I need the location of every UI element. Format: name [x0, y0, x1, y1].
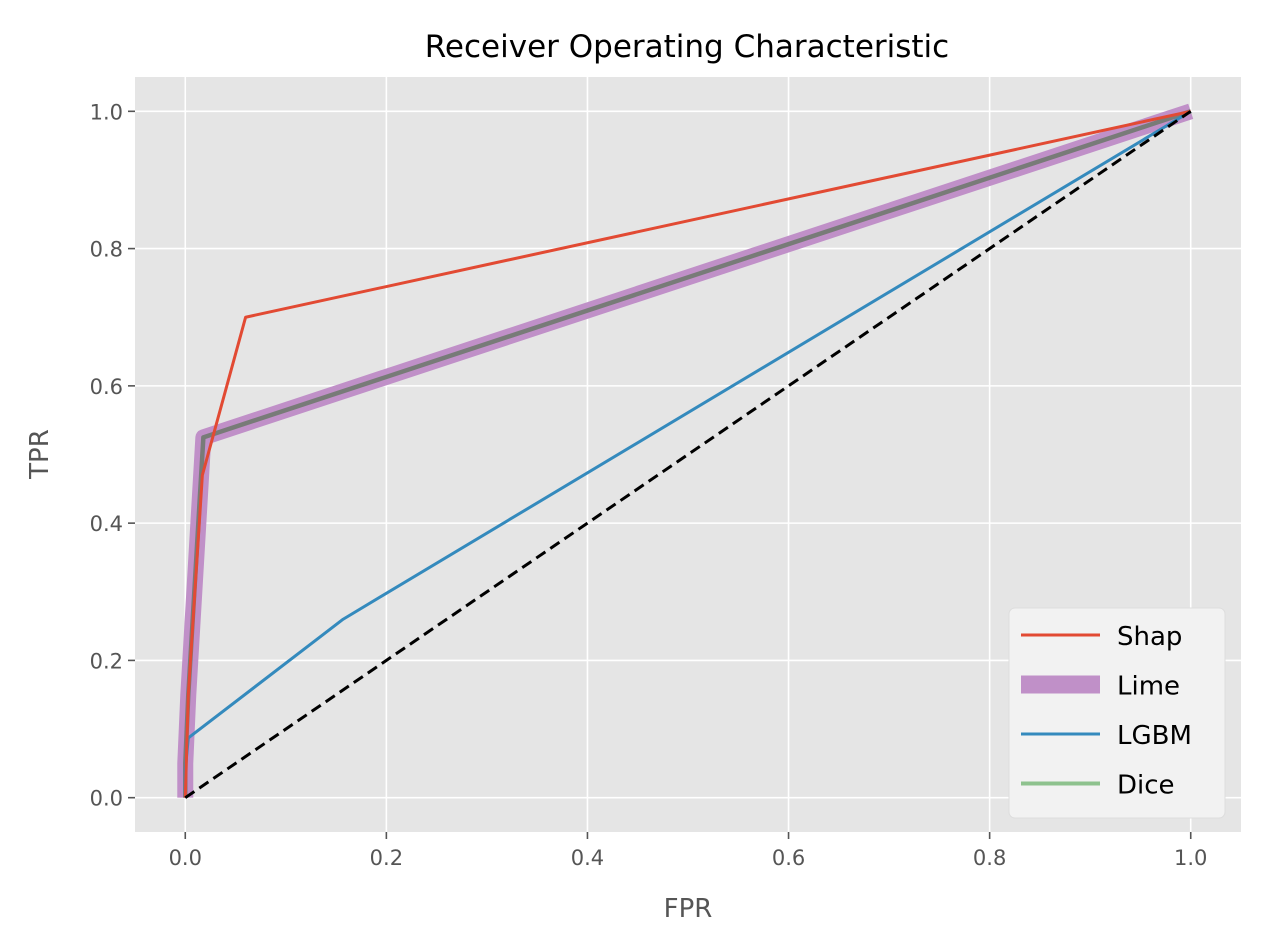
y-tick-label-2: 0.4: [90, 512, 123, 536]
y-tick-label-1: 0.2: [90, 649, 123, 673]
y-tick-label-5: 1.0: [90, 100, 123, 124]
x-tick-label-2: 0.4: [571, 846, 604, 870]
y-tick-label-3: 0.6: [90, 375, 123, 399]
grid-lines: [135, 77, 1241, 832]
series-layer: [177, 103, 1194, 799]
x-tick-label-4: 0.8: [973, 846, 1006, 870]
legend-label-lime: Lime: [1117, 672, 1180, 702]
y-tick-label-4: 0.8: [90, 238, 123, 262]
chart-title: Receiver Operating Characteristic: [425, 29, 949, 65]
x-tick-label-0: 0.0: [169, 846, 202, 870]
legend-box: [1008, 607, 1226, 819]
x-tick-label-3: 0.6: [772, 846, 805, 870]
x-tick-label-1: 0.2: [370, 846, 403, 870]
y-tick-label-0: 0.0: [90, 787, 123, 811]
y-axis-label: TPR: [25, 429, 55, 480]
x-axis-label: FPR: [664, 894, 713, 924]
legend-label-dice: Dice: [1117, 771, 1175, 801]
legend: Shap Lime LGBM Dice: [1008, 607, 1226, 819]
legend-label-shap: Shap: [1117, 622, 1182, 652]
legend-label-lgbm: LGBM: [1117, 721, 1192, 751]
ticks: 0.0 0.2 0.4 0.6 0.8 1.0 0.0 0.2 0.4 0.6 0.8 1.0: [90, 100, 1208, 870]
series-line-shap: [183, 109, 1192, 798]
x-tick-label-5: 1.0: [1174, 846, 1207, 870]
